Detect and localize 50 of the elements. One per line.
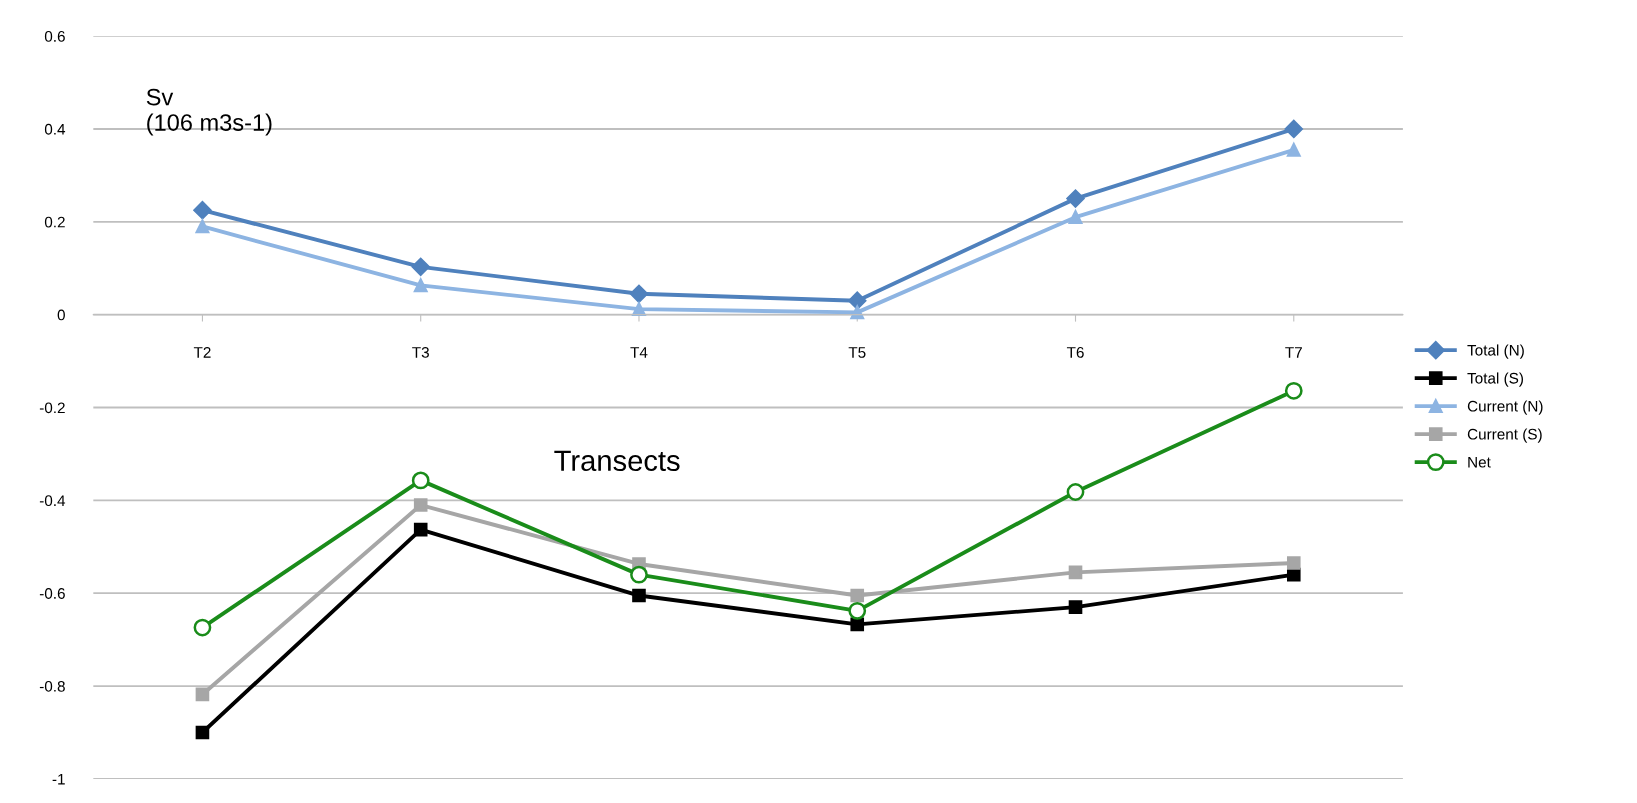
x-tick-label: T2 [193,347,211,358]
point [411,471,430,490]
x-tick-label: T7 [1285,347,1302,358]
y-tick-label: 0 [57,309,65,321]
point [195,687,210,702]
point [411,257,430,276]
y-tick-label: 0.6 [44,31,65,42]
point [1066,189,1085,208]
legend-label: Total (S) [1467,372,1523,387]
point [632,588,646,603]
legend-label: Current (N) [1467,400,1543,415]
y-tick-label: -0.8 [39,680,65,692]
x-tick-label: T5 [848,347,866,358]
legend-label: Total (N) [1467,344,1524,359]
y-tick-label: -1 [52,773,65,785]
point [1284,119,1303,139]
annotation: Sv (106 m3s-1) [146,88,272,136]
annotation: Transects [554,450,680,472]
point [1284,381,1303,400]
point [413,522,428,537]
point [1286,556,1301,570]
legend-label: Net [1468,456,1491,468]
point [1286,143,1301,157]
x-tick-label: T6 [1066,347,1084,358]
y-tick-label: 0.4 [44,123,66,135]
y-tick-label: -0.4 [39,495,66,507]
point [1068,600,1083,614]
point [850,588,865,603]
y-tick-label: 0.2 [44,216,65,228]
point [630,565,648,584]
point [1066,483,1085,501]
point [193,201,212,220]
point [193,618,212,637]
point [850,617,865,632]
point [848,601,867,620]
legend-label: Current (S) [1467,428,1542,443]
x-tick-label: T4 [630,347,648,358]
point [1068,565,1083,580]
point [1068,210,1083,224]
point [632,302,646,316]
y-tick-label: -0.6 [39,588,65,599]
point [195,725,210,740]
x-tick-label: T3 [412,347,429,358]
y-tick-label: -0.2 [39,402,65,414]
point [413,278,428,293]
point [850,305,865,320]
point [413,498,428,512]
point [848,291,867,310]
point [195,219,210,234]
point [629,284,649,303]
